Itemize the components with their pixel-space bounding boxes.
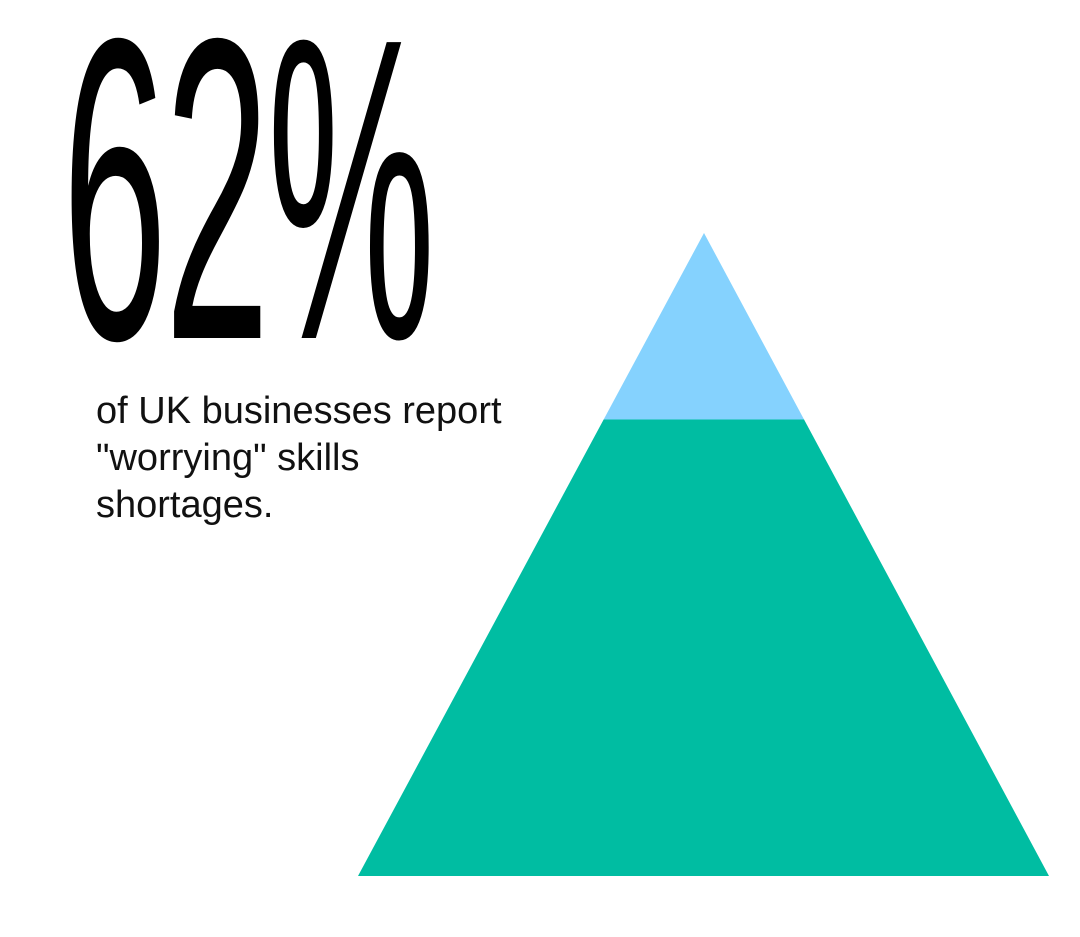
- stat-caption: of UK businesses report "worrying" skill…: [96, 390, 502, 526]
- pyramid-top: [603, 233, 805, 420]
- pyramid-base: [358, 419, 1049, 876]
